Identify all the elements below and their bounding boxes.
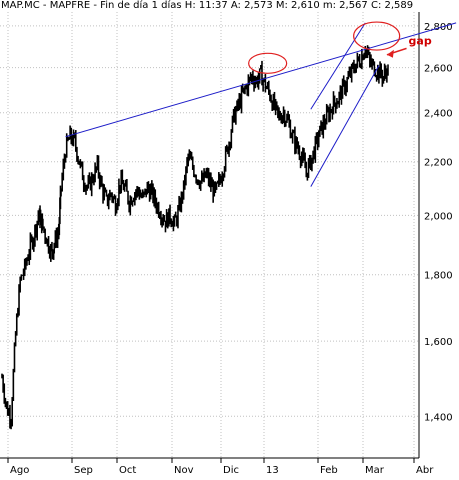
x-tick-label: Nov [174, 465, 194, 476]
chart-header: MAP.MC - MAPFRE - Fin de día 1 días H: 1… [1, 0, 414, 11]
highlight-ellipse [248, 52, 288, 74]
trendline [310, 65, 380, 187]
x-tick-label: Dic [223, 465, 239, 476]
highlight-ellipses [248, 21, 401, 74]
y-tick-label: 1,400 [424, 412, 453, 423]
x-tick-label: Ago [10, 465, 29, 476]
axes [0, 12, 420, 463]
x-tick-label: Oct [119, 465, 136, 476]
price-series [1, 45, 389, 430]
trendline [310, 22, 366, 110]
y-axis-labels: 1,400 1,600 1,800 2,000 2,200 2,400 2,600 2,800 [424, 22, 453, 423]
y-tick-label: 1,800 [424, 271, 453, 282]
y-tick-label: 2,800 [424, 22, 453, 33]
gap-arrow-head [386, 49, 394, 58]
y-tick-label: 1,600 [424, 337, 453, 348]
y-tick-label: 2,200 [424, 158, 453, 169]
y-tick-label: 2,600 [424, 64, 453, 75]
highlight-ellipse [353, 21, 401, 51]
x-tick-label: 13 [266, 465, 279, 476]
trendlines [65, 22, 457, 187]
y-tick-label: 2,400 [424, 109, 453, 120]
y-tick-label: 2,000 [424, 211, 453, 222]
x-tick-label: Feb [320, 465, 338, 476]
grid [0, 12, 419, 458]
x-tick-label: Abr [416, 465, 434, 476]
trendline [65, 22, 457, 138]
gap-label: gap [409, 34, 432, 47]
gap-annotation: gap [386, 34, 432, 58]
x-tick-label: Mar [365, 465, 385, 476]
x-axis-labels: Ago Sep Oct Nov Dic 13 Feb Mar Abr [10, 465, 434, 476]
x-tick-label: Sep [74, 465, 93, 476]
